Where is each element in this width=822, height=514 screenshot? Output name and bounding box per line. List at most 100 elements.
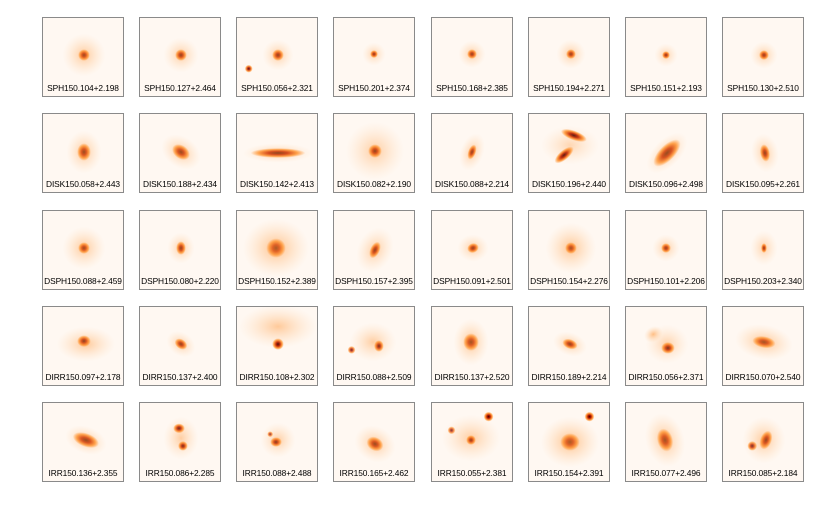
galaxy-stamp: SPH150.127+2.464 xyxy=(139,17,221,97)
galaxy-stamp: DSPH150.157+2.395 xyxy=(333,210,415,290)
galaxy-blob xyxy=(644,413,686,467)
galaxy-stamp: IRR150.055+2.381 xyxy=(431,402,513,482)
galaxy-blob xyxy=(540,416,600,468)
galaxy-image xyxy=(347,322,397,362)
galaxy-id-label: IRR150.077+2.496 xyxy=(631,468,701,478)
galaxy-image xyxy=(244,39,294,73)
galaxy-stamp: DIRR150.108+2.302 xyxy=(236,306,318,386)
galaxy-blob xyxy=(242,143,314,163)
galaxy-blob xyxy=(540,125,600,165)
galaxy-blob xyxy=(167,232,195,264)
galaxy-id-label: DIRR150.137+2.520 xyxy=(434,372,510,382)
galaxy-id-label: SPH150.130+2.510 xyxy=(727,83,799,93)
galaxy-id-label: DSPH150.157+2.395 xyxy=(335,276,413,286)
galaxy-id-label: DIRR150.108+2.302 xyxy=(239,372,315,382)
galaxy-image xyxy=(166,330,196,358)
galaxy-id-label: DIRR150.070+2.540 xyxy=(725,372,801,382)
galaxy-image xyxy=(238,307,317,350)
galaxy-stamp: DISK150.188+2.434 xyxy=(139,113,221,193)
galaxy-blob xyxy=(161,134,201,170)
galaxy-image xyxy=(751,133,779,173)
galaxy-id-label: DIRR150.088+2.509 xyxy=(336,372,412,382)
galaxy-image xyxy=(742,416,786,464)
galaxy-image xyxy=(441,411,501,462)
galaxy-blob xyxy=(654,43,678,67)
galaxy-stamp: DIRR150.189+2.214 xyxy=(528,306,610,386)
galaxy-id-label: DISK150.142+2.413 xyxy=(240,179,314,189)
galaxy-image xyxy=(654,43,678,67)
galaxy-stamp: DIRR150.097+2.178 xyxy=(42,306,124,386)
galaxy-image xyxy=(354,425,396,463)
galaxy-stamp: SPH150.201+2.374 xyxy=(333,17,415,97)
galaxy-image xyxy=(644,413,686,467)
galaxy-id-label: IRR150.086+2.285 xyxy=(145,468,215,478)
galaxy-image xyxy=(62,226,106,270)
galaxy-blob xyxy=(652,234,680,262)
galaxy-blob xyxy=(646,132,688,174)
galaxy-image xyxy=(457,234,489,262)
galaxy-id-label: DSPH150.088+2.459 xyxy=(44,276,122,286)
galaxy-stamp: DSPH150.088+2.459 xyxy=(42,210,124,290)
galaxy-blob xyxy=(453,318,489,366)
galaxy-stamp: SPH150.056+2.321 xyxy=(236,17,318,97)
galaxy-id-label: IRR150.136+2.355 xyxy=(48,468,118,478)
galaxy-id-label: DIRR150.189+2.214 xyxy=(531,372,607,382)
galaxy-stamp: IRR150.165+2.462 xyxy=(333,402,415,482)
galaxy-id-label: DSPH150.080+2.220 xyxy=(141,276,219,286)
galaxy-id-label: DISK150.082+2.190 xyxy=(337,179,411,189)
galaxy-image xyxy=(750,230,778,266)
galaxy-id-label: DISK150.096+2.498 xyxy=(629,179,703,189)
galaxy-image xyxy=(750,41,778,69)
galaxy-blob xyxy=(584,411,595,422)
galaxy-image xyxy=(646,132,688,174)
galaxy-stamp: DIRR150.056+2.371 xyxy=(625,306,707,386)
galaxy-stamp: DSPH150.152+2.389 xyxy=(236,210,318,290)
galaxy-image xyxy=(62,33,106,77)
galaxy-blob xyxy=(645,324,689,364)
galaxy-id-label: DSPH150.152+2.389 xyxy=(238,276,316,286)
galaxy-id-label: SPH150.201+2.374 xyxy=(338,83,410,93)
galaxy-stamp: IRR150.154+2.391 xyxy=(528,402,610,482)
galaxy-blob xyxy=(556,39,586,69)
galaxy-image xyxy=(553,331,587,357)
galaxy-blob xyxy=(751,133,779,173)
galaxy-blob xyxy=(262,39,294,71)
galaxy-blob xyxy=(238,307,317,348)
galaxy-id-label: DIRR150.137+2.400 xyxy=(142,372,218,382)
galaxy-blob xyxy=(345,121,405,181)
galaxy-image xyxy=(458,40,486,68)
galaxy-stamp: IRR150.086+2.285 xyxy=(139,402,221,482)
galaxy-blob xyxy=(65,425,107,455)
galaxy-blob xyxy=(244,64,253,73)
galaxy-blob xyxy=(163,416,199,460)
galaxy-stamp: SPH150.151+2.193 xyxy=(625,17,707,97)
galaxy-image xyxy=(556,39,586,69)
galaxy-blob xyxy=(459,133,485,171)
galaxy-blob xyxy=(362,42,386,66)
galaxy-blob xyxy=(62,33,106,77)
galaxy-blob xyxy=(553,331,587,357)
galaxy-image xyxy=(66,130,102,174)
galaxy-id-label: SPH150.104+2.198 xyxy=(47,83,119,93)
galaxy-blob xyxy=(750,41,778,69)
galaxy-blob xyxy=(750,230,778,266)
galaxy-image xyxy=(540,125,600,165)
galaxy-stamp: IRR150.085+2.184 xyxy=(722,402,804,482)
galaxy-stamp: DISK150.096+2.498 xyxy=(625,113,707,193)
galaxy-stamp: SPH150.194+2.271 xyxy=(528,17,610,97)
galaxy-id-label: IRR150.088+2.488 xyxy=(242,468,312,478)
galaxy-stamp: DISK150.142+2.413 xyxy=(236,113,318,193)
galaxy-image xyxy=(540,411,600,468)
galaxy-id-label: IRR150.165+2.462 xyxy=(339,468,409,478)
galaxy-id-label: DSPH150.203+2.340 xyxy=(724,276,802,286)
galaxy-image xyxy=(163,416,199,460)
galaxy-blob xyxy=(163,37,199,73)
galaxy-image xyxy=(545,222,597,274)
galaxy-blob xyxy=(735,324,793,361)
galaxy-stamp: DIRR150.137+2.520 xyxy=(431,306,513,386)
galaxy-image xyxy=(167,232,195,264)
galaxy-blob xyxy=(458,40,486,68)
galaxy-stamp: SPH150.168+2.385 xyxy=(431,17,513,97)
galaxy-blob xyxy=(354,425,396,463)
galaxy-id-label: DISK150.058+2.443 xyxy=(46,179,120,189)
